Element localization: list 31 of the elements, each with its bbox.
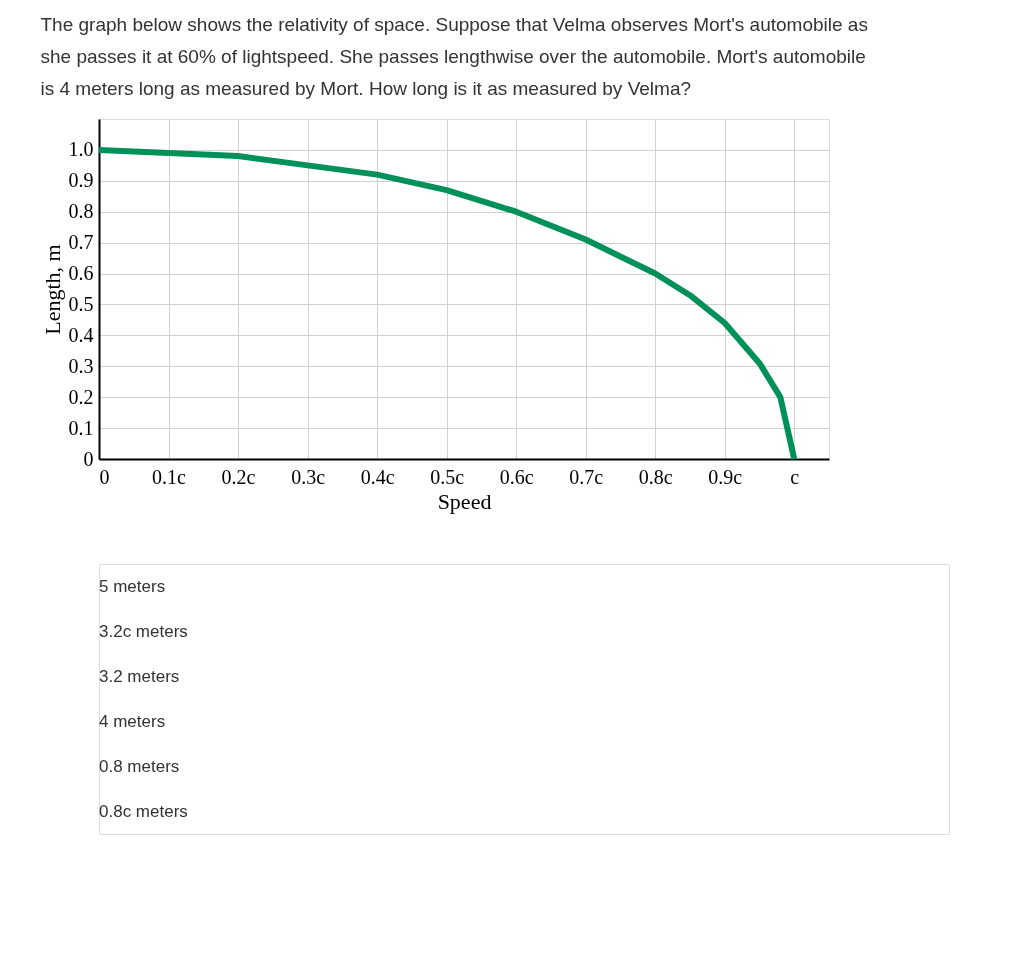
text: 3.2c meters bbox=[99, 621, 188, 641]
x-tick-label: 0.5c bbox=[430, 465, 465, 488]
x-axis-title: Speed bbox=[437, 488, 492, 514]
x-tick-label: 0.3c bbox=[291, 465, 326, 488]
x-tick-label: 0.8c bbox=[638, 465, 673, 488]
x-tick-label: 0.1c bbox=[152, 465, 187, 488]
text: 5 meters bbox=[99, 576, 166, 596]
y-tick-label: 0.8 bbox=[68, 200, 94, 223]
x-tick-label: 0.6c bbox=[499, 465, 534, 488]
y-tick-label: 0.3 bbox=[68, 354, 94, 377]
text: 0.8 meters bbox=[99, 756, 180, 776]
x-tick-label: 0.2c bbox=[221, 465, 256, 488]
x-tick-label: 0 bbox=[99, 465, 110, 488]
y-tick-label: 0.9 bbox=[68, 169, 94, 192]
text: 0.8c meters bbox=[99, 801, 188, 821]
y-tick-label: 0 bbox=[83, 447, 94, 470]
y-tick-label: 0.4 bbox=[68, 323, 94, 346]
y-tick-label: 0.2 bbox=[68, 385, 94, 408]
chart-title: The graph below shows the relativity of space. Suppose that Velma observes Mort's automobile as she passes it at 60% of lightspeed. She passes lengthwise over the automobile. Mort's automobile is 4 meters long as measured by Mort. How long is it as measured by Velma? bbox=[40, 13, 868, 99]
y-tick-label: 0.7 bbox=[68, 231, 94, 254]
x-tick-label: 0.4c bbox=[360, 465, 395, 488]
x-tick-label: 0.9c bbox=[708, 465, 743, 488]
text: 4 meters bbox=[99, 711, 166, 731]
x-tick-label: 0.7c bbox=[569, 465, 604, 488]
y-tick-label: 0.6 bbox=[68, 262, 94, 285]
y-tick-label: 1.0 bbox=[68, 138, 94, 161]
y-axis-title: Length, m bbox=[39, 244, 65, 335]
y-tick-label: 0.5 bbox=[68, 292, 94, 315]
text: 3.2 meters bbox=[99, 666, 180, 686]
x-tick-label: c bbox=[790, 465, 800, 488]
y-tick-label: 0.1 bbox=[68, 416, 94, 439]
